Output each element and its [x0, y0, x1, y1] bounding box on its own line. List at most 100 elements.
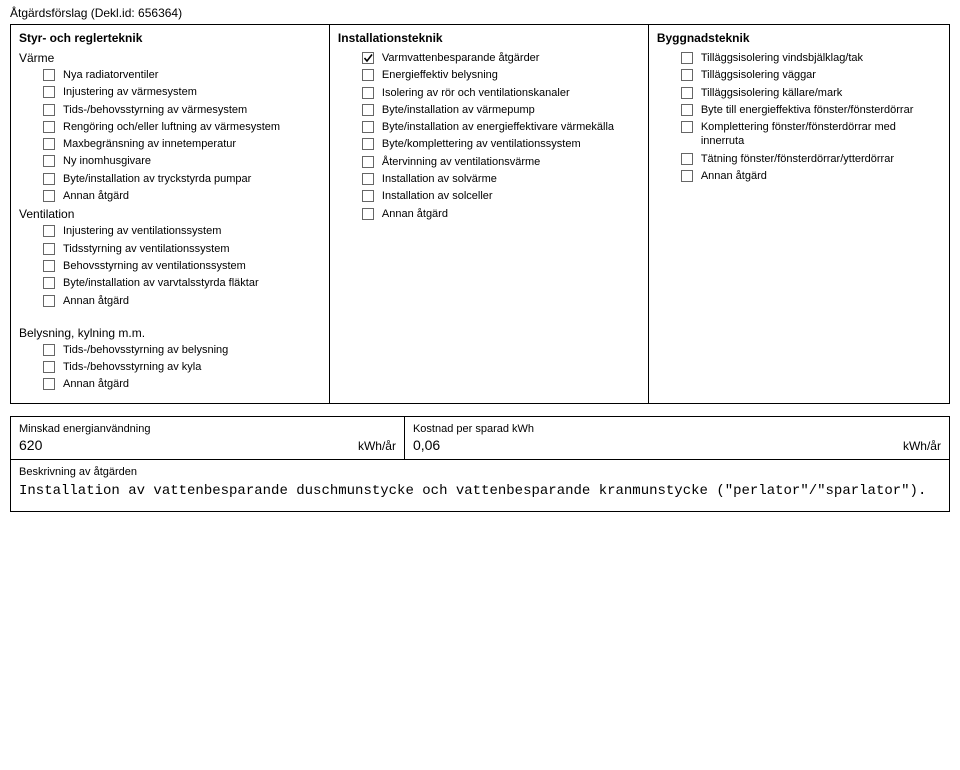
checkbox-icon[interactable]: [43, 190, 57, 202]
checkbox-icon[interactable]: [43, 225, 57, 237]
checkbox-icon[interactable]: [43, 243, 57, 255]
minskad-unit: kWh/år: [358, 439, 396, 453]
checkbox-row: Varmvattenbesparande åtgärder: [362, 51, 640, 65]
checkbox-label: Tids-/behovsstyrning av värmesystem: [63, 103, 247, 117]
column-byggnadsteknik: Byggnadsteknik Tilläggsisolering vindsbj…: [649, 25, 949, 403]
checkbox-label: Nya radiatorventiler: [63, 68, 158, 82]
checkbox-label: Tids-/behovsstyrning av kyla: [63, 360, 201, 374]
checkbox-icon[interactable]: [362, 208, 376, 220]
checkbox-label: Annan åtgärd: [701, 169, 767, 183]
checkbox-label: Installation av solvärme: [382, 172, 497, 186]
checkbox-row: Injustering av värmesystem: [43, 85, 321, 99]
beskrivning-label: Beskrivning av åtgärden: [19, 466, 941, 478]
checkbox-icon[interactable]: [681, 170, 695, 182]
checkbox-row: Tids-/behovsstyrning av belysning: [43, 343, 321, 357]
col3-heading: Byggnadsteknik: [657, 31, 941, 45]
checkbox-icon[interactable]: [681, 153, 695, 165]
checkbox-row: Energieffektiv belysning: [362, 68, 640, 82]
checkbox-icon[interactable]: [681, 69, 695, 81]
checkbox-label: Ny inomhusgivare: [63, 154, 151, 168]
checkbox-row: Injustering av ventilationssystem: [43, 224, 321, 238]
three-column-layout: Styr- och reglerteknik Värme Nya radiato…: [11, 25, 949, 403]
checkbox-row: Annan åtgärd: [43, 189, 321, 203]
checkbox-label: Annan åtgärd: [63, 377, 129, 391]
column-styr-reglerteknik: Styr- och reglerteknik Värme Nya radiato…: [11, 25, 330, 403]
minskad-value: 620: [19, 437, 42, 453]
checkbox-label: Injustering av ventilationssystem: [63, 224, 221, 238]
checkbox-icon[interactable]: [43, 378, 57, 390]
checkbox-row: Annan åtgärd: [681, 169, 941, 183]
checkbox-icon[interactable]: [43, 344, 57, 356]
checkbox-label: Varmvattenbesparande åtgärder: [382, 51, 540, 65]
checkbox-row: Annan åtgärd: [43, 294, 321, 308]
checkbox-row: Återvinning av ventilationsvärme: [362, 155, 640, 169]
col2-heading: Installationsteknik: [338, 31, 640, 45]
checkbox-icon[interactable]: [43, 295, 57, 307]
col2-items: Varmvattenbesparande åtgärder Energieffek…: [338, 51, 640, 221]
minskad-label: Minskad energianvändning: [19, 423, 396, 435]
bottom-box: Minskad energianvändning 620 kWh/år Kost…: [10, 416, 950, 512]
checkbox-label: Installation av solceller: [382, 189, 493, 203]
checkbox-row: Rengöring och/eller luftning av värmesys…: [43, 120, 321, 134]
checkbox-label: Energieffektiv belysning: [382, 68, 498, 82]
checkbox-icon[interactable]: [43, 277, 57, 289]
checkbox-label: Byte till energieffektiva fönster/fönste…: [701, 103, 914, 117]
checkbox-icon[interactable]: [681, 52, 695, 64]
checkbox-icon[interactable]: [362, 87, 376, 99]
col1-heading: Styr- och reglerteknik: [19, 31, 321, 45]
checkbox-row: Komplettering fönster/fönsterdörrar med …: [681, 120, 941, 149]
checkbox-label: Injustering av värmesystem: [63, 85, 197, 99]
kostnad-label: Kostnad per sparad kWh: [413, 423, 941, 435]
checkbox-label: Byte/installation av energieffektivare v…: [382, 120, 614, 134]
checkbox-row: Tilläggsisolering källare/mark: [681, 86, 941, 100]
checkbox-icon[interactable]: [362, 173, 376, 185]
checkbox-row: Tids-/behovsstyrning av kyla: [43, 360, 321, 374]
main-box: Styr- och reglerteknik Värme Nya radiato…: [10, 24, 950, 404]
checkbox-row: Byte/installation av värmepump: [362, 103, 640, 117]
checkbox-row: Byte/installation av tryckstyrda pumpar: [43, 172, 321, 186]
checkbox-row: Tätning fönster/fönsterdörrar/ytterdörra…: [681, 152, 941, 166]
checkbox-row: Annan åtgärd: [362, 207, 640, 221]
checkbox-icon[interactable]: [43, 361, 57, 373]
kostnad-unit: kWh/år: [903, 439, 941, 453]
beskrivning-text: Installation av vattenbesparande duschmu…: [19, 482, 941, 501]
checkbox-label: Annan åtgärd: [63, 189, 129, 203]
checkbox-label: Tilläggsisolering källare/mark: [701, 86, 842, 100]
checkbox-icon[interactable]: [43, 104, 57, 116]
checkbox-label: Maxbegränsning av innetemperatur: [63, 137, 236, 151]
checkbox-row: Ny inomhusgivare: [43, 154, 321, 168]
group-ventilation-items: Injustering av ventilationssystem Tidssty…: [19, 224, 321, 307]
checkbox-icon[interactable]: [362, 104, 376, 116]
checkbox-icon[interactable]: [43, 260, 57, 272]
checkbox-icon[interactable]: [43, 121, 57, 133]
minskad-cell: Minskad energianvändning 620 kWh/år: [11, 417, 405, 459]
checkbox-icon[interactable]: [43, 69, 57, 81]
checkbox-icon[interactable]: [362, 121, 376, 133]
checkbox-icon[interactable]: [43, 155, 57, 167]
checkbox-icon[interactable]: [362, 52, 376, 64]
checkbox-row: Annan åtgärd: [43, 377, 321, 391]
checkbox-label: Tidsstyrning av ventilationssystem: [63, 242, 230, 256]
beskrivning-block: Beskrivning av åtgärden Installation av …: [11, 459, 949, 511]
checkbox-label: Återvinning av ventilationsvärme: [382, 155, 540, 169]
checkbox-icon[interactable]: [43, 86, 57, 98]
checkbox-row: Maxbegränsning av innetemperatur: [43, 137, 321, 151]
checkbox-icon[interactable]: [362, 190, 376, 202]
checkbox-icon[interactable]: [681, 104, 695, 116]
checkbox-row: Byte till energieffektiva fönster/fönste…: [681, 103, 941, 117]
column-installationsteknik: Installationsteknik Varmvattenbesparande…: [330, 25, 649, 403]
checkbox-icon[interactable]: [43, 173, 57, 185]
checkbox-label: Behovsstyrning av ventilationssystem: [63, 259, 246, 273]
checkbox-icon[interactable]: [362, 156, 376, 168]
doc-title: Åtgärdsförslag (Dekl.id: 656364): [10, 6, 950, 20]
group-varme-items: Nya radiatorventiler Injustering av värme…: [19, 68, 321, 203]
checkbox-label: Tätning fönster/fönsterdörrar/ytterdörra…: [701, 152, 894, 166]
checkbox-label: Rengöring och/eller luftning av värmesys…: [63, 120, 280, 134]
col3-items: Tilläggsisolering vindsbjälklag/takTillä…: [657, 51, 941, 183]
checkbox-icon[interactable]: [43, 138, 57, 150]
checkbox-icon[interactable]: [362, 69, 376, 81]
checkbox-icon[interactable]: [681, 121, 695, 133]
checkbox-label: Komplettering fönster/fönsterdörrar med …: [701, 120, 941, 149]
checkbox-icon[interactable]: [681, 87, 695, 99]
checkbox-icon[interactable]: [362, 138, 376, 150]
